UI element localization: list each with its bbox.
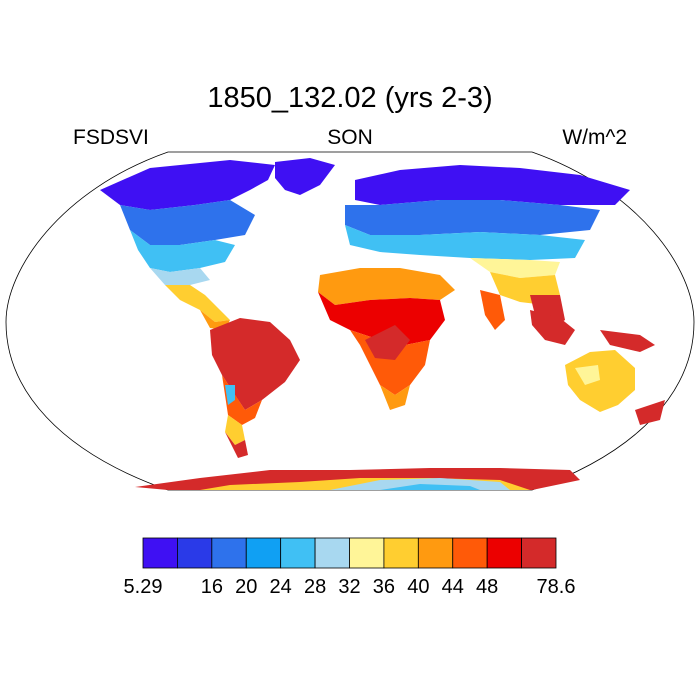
- variable-label: FSDSVI: [73, 126, 149, 149]
- legend-box-11: [521, 537, 557, 569]
- legend-box-3: [245, 537, 282, 569]
- legend-tick-label: 24: [270, 576, 292, 598]
- legend-box-10: [486, 537, 522, 569]
- legend-ticks: 5.29 16 20 24 28 32 36 40 44 48 78.6: [124, 576, 576, 598]
- season-label: SON: [327, 126, 373, 149]
- legend-tick-label: 40: [407, 576, 429, 598]
- legend-box-9: [452, 537, 488, 569]
- antarctica-landmass: [135, 468, 580, 490]
- legend-boxes: [142, 537, 557, 569]
- legend-tick-label: 28: [304, 576, 326, 598]
- legend-tick-label: 48: [476, 576, 498, 598]
- legend-tick-label: 36: [373, 576, 395, 598]
- legend-box-2: [211, 537, 247, 569]
- legend-box-8: [417, 537, 454, 569]
- legend-box-4: [280, 537, 316, 569]
- africa-landmass: [318, 268, 455, 410]
- eurasia-landmass: [345, 165, 630, 330]
- map-title: 1850_132.02 (yrs 2-3): [207, 82, 493, 114]
- legend-tick-label: 32: [338, 576, 360, 598]
- legend-tick-label: 5.29: [124, 576, 163, 598]
- legend-tick-label: 20: [235, 576, 257, 598]
- legend-box-5: [314, 537, 350, 569]
- north-america-landmass: [100, 158, 335, 330]
- legend-tick-label: 78.6: [537, 576, 576, 598]
- australia-landmass: [530, 310, 665, 425]
- legend-box-0: [142, 537, 178, 569]
- legend-box-1: [177, 537, 213, 569]
- legend-tick-label: 16: [201, 576, 223, 598]
- south-america-landmass: [210, 318, 300, 458]
- legend-box-6: [349, 537, 385, 569]
- legend-box-7: [383, 537, 419, 569]
- units-label: W/m^2: [562, 126, 627, 149]
- legend-tick-label: 44: [442, 576, 464, 598]
